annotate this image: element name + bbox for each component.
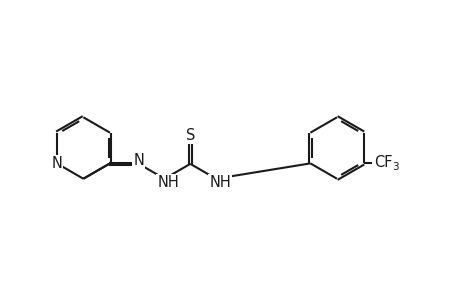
Text: 3: 3: [392, 162, 398, 172]
Text: S: S: [185, 128, 195, 142]
Text: N: N: [133, 153, 144, 168]
Text: CF: CF: [373, 155, 392, 170]
Text: NH: NH: [209, 175, 230, 190]
Text: NH: NH: [157, 175, 179, 190]
Text: N: N: [51, 156, 62, 171]
